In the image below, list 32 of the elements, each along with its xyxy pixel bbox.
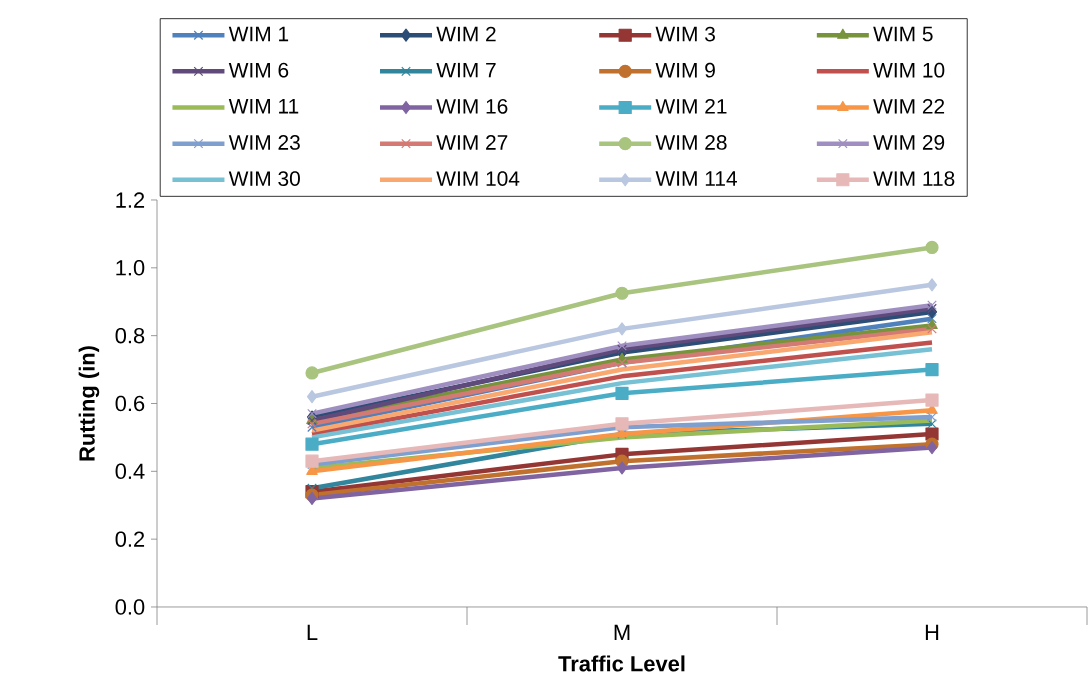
- y-tick-label: 0.8: [115, 327, 145, 344]
- y-tick-label: 0.2: [115, 531, 145, 547]
- y-tick-label: 0.4: [115, 463, 145, 480]
- legend-label: WIM 10: [873, 62, 945, 78]
- legend-label: WIM 28: [655, 135, 727, 150]
- y-axis-title: Rutting (in): [78, 346, 100, 461]
- legend-label: WIM 21: [655, 98, 727, 114]
- y-tick-label: 0.0: [115, 599, 145, 615]
- legend-label: WIM 114: [655, 171, 737, 186]
- y-tick-label: 0.6: [115, 395, 145, 412]
- x-tick-label: L: [307, 624, 318, 640]
- legend-label: WIM 5: [873, 26, 933, 42]
- legend-label: WIM 27: [436, 135, 508, 150]
- legend-label: WIM 1: [228, 26, 289, 42]
- y-tick-label: 1.0: [116, 260, 145, 276]
- legend-label: WIM 3: [655, 26, 715, 42]
- legend-label: WIM 22: [873, 98, 945, 114]
- legend-label: WIM 2: [436, 26, 496, 42]
- legend-label: WIM 30: [228, 171, 300, 186]
- x-tick-label: H: [925, 624, 939, 640]
- legend-label: WIM 16: [436, 98, 508, 114]
- legend-label: WIM 7: [436, 62, 496, 78]
- legend-label: WIM 23: [228, 135, 300, 150]
- legend-label: WIM 6: [228, 62, 289, 78]
- x-tick-label: M: [614, 624, 630, 640]
- legend-label: WIM 29: [873, 135, 945, 150]
- legend-label: WIM 104: [436, 171, 520, 186]
- legend-label: WIM 11: [228, 99, 299, 114]
- y-tick-label: 1.2: [116, 192, 145, 208]
- legend-label: WIM 118: [873, 171, 955, 186]
- x-axis-title: Traffic Level: [558, 655, 685, 672]
- legend-label: WIM 9: [655, 62, 715, 78]
